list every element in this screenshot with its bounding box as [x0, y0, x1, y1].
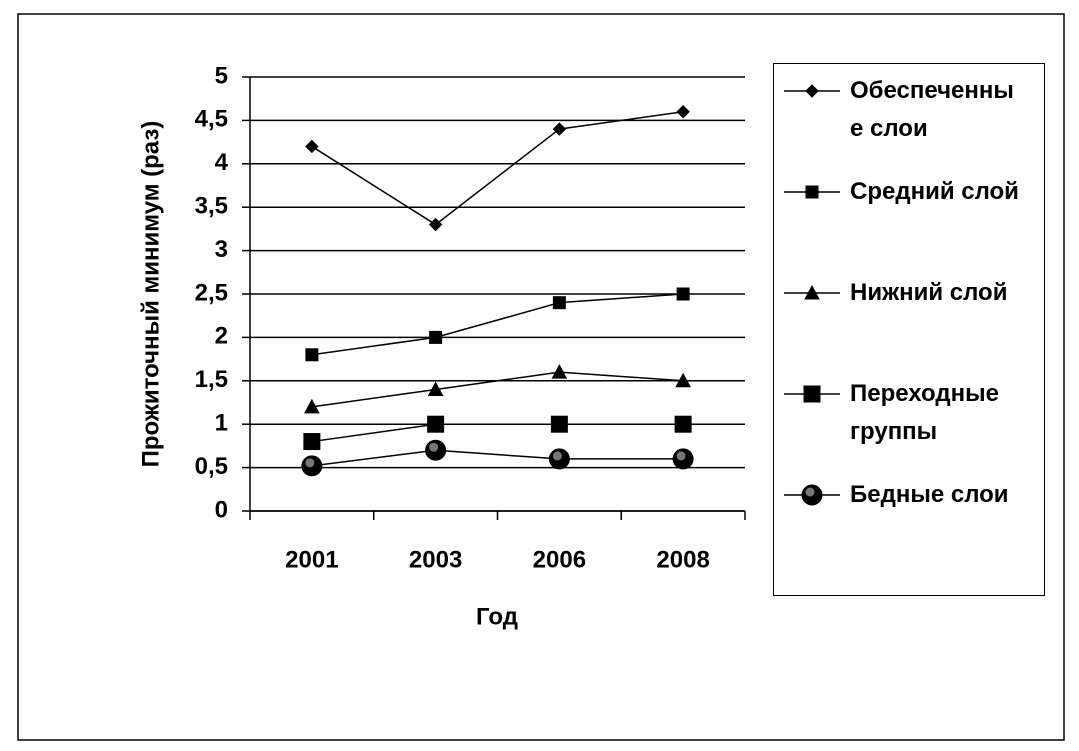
legend-swatch	[784, 385, 840, 403]
series-line	[311, 423, 684, 443]
x-axis-title: Год	[476, 603, 518, 630]
marker	[674, 415, 692, 433]
marker	[425, 439, 447, 461]
marker	[672, 448, 694, 470]
legend-entry: Переходные группы	[774, 375, 1044, 476]
marker-shine	[428, 441, 440, 453]
marker	[676, 287, 690, 301]
marker	[429, 330, 443, 344]
marker-shine	[675, 450, 687, 462]
legend-entry: Обеспеченные слои	[774, 72, 1044, 173]
y-tick-label: 2,5	[195, 279, 228, 306]
marker	[551, 364, 568, 379]
y-tick-label: 1,5	[195, 366, 228, 393]
legend-swatch	[784, 484, 840, 506]
y-tick-label: 1	[215, 410, 228, 437]
legend-label: Бедные слои	[850, 481, 1009, 508]
marker	[552, 122, 567, 136]
legend-label: Обеспеченные слои	[850, 77, 1014, 142]
legend-label: Переходные группы	[850, 380, 999, 445]
marker	[801, 484, 823, 506]
y-tick-label: 3	[215, 236, 228, 263]
marker	[305, 348, 319, 362]
marker	[803, 385, 821, 403]
legend-swatch	[784, 84, 840, 98]
legend-entry: Средний слой	[774, 173, 1044, 274]
legend-entry: Бедные слои	[774, 476, 1044, 577]
y-tick-label: 2	[215, 323, 228, 350]
legend-swatch	[784, 284, 840, 300]
marker	[675, 372, 691, 388]
marker-shine	[551, 450, 563, 462]
marker	[301, 455, 323, 477]
marker	[427, 415, 445, 433]
x-tick-label: 2003	[409, 546, 462, 573]
legend-label: Средний слой	[850, 178, 1019, 205]
legend: Обеспеченные слои Средний слой Нижний слой…	[773, 63, 1045, 596]
marker	[303, 433, 321, 451]
x-tick-label: 2001	[285, 546, 338, 573]
marker	[428, 217, 443, 232]
marker	[304, 398, 320, 414]
y-tick-label: 4,5	[195, 106, 228, 133]
marker	[805, 84, 819, 98]
y-axis-title: Прожиточный минимум (раз)	[137, 121, 164, 468]
series-line	[311, 371, 684, 408]
marker	[552, 296, 566, 310]
legend-entry: Нижний слой	[774, 274, 1044, 375]
legend-label: Нижний слой	[850, 279, 1008, 306]
y-tick-label: 5	[215, 62, 228, 89]
y-tick-label: 0,5	[195, 453, 228, 480]
y-tick-label: 0	[215, 496, 228, 523]
marker-shine	[304, 457, 316, 469]
x-tick-label: 2008	[656, 546, 709, 573]
marker	[305, 139, 319, 154]
y-tick-label: 4	[215, 149, 229, 176]
marker	[805, 185, 819, 199]
y-tick-label: 3,5	[195, 193, 228, 220]
series-line	[311, 293, 684, 356]
marker	[676, 105, 690, 119]
marker	[548, 448, 570, 470]
marker	[804, 284, 820, 300]
marker	[427, 381, 444, 396]
x-tick-label: 2006	[533, 546, 586, 573]
legend-swatch	[784, 185, 840, 199]
frame	[17, 13, 1065, 741]
series-line	[311, 110, 684, 226]
series-line	[311, 449, 684, 467]
marker	[550, 415, 568, 433]
marker-shine	[804, 486, 816, 498]
